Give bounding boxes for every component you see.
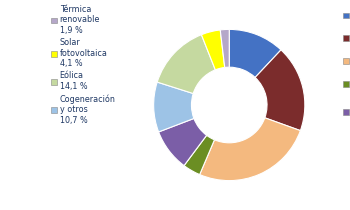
Wedge shape [199,118,300,181]
Wedge shape [184,135,215,175]
Wedge shape [220,29,229,67]
Wedge shape [157,35,215,93]
Legend: Térmica
renovable
1,9 %, Solar
fotovoltaica
4,1 %, Eólica
14,1 %, Cogeneración
y: Térmica renovable 1,9 %, Solar fotovolta… [51,5,116,125]
Wedge shape [154,82,194,132]
Wedge shape [255,50,305,131]
Wedge shape [201,30,225,70]
Wedge shape [159,118,206,166]
Wedge shape [229,29,281,77]
